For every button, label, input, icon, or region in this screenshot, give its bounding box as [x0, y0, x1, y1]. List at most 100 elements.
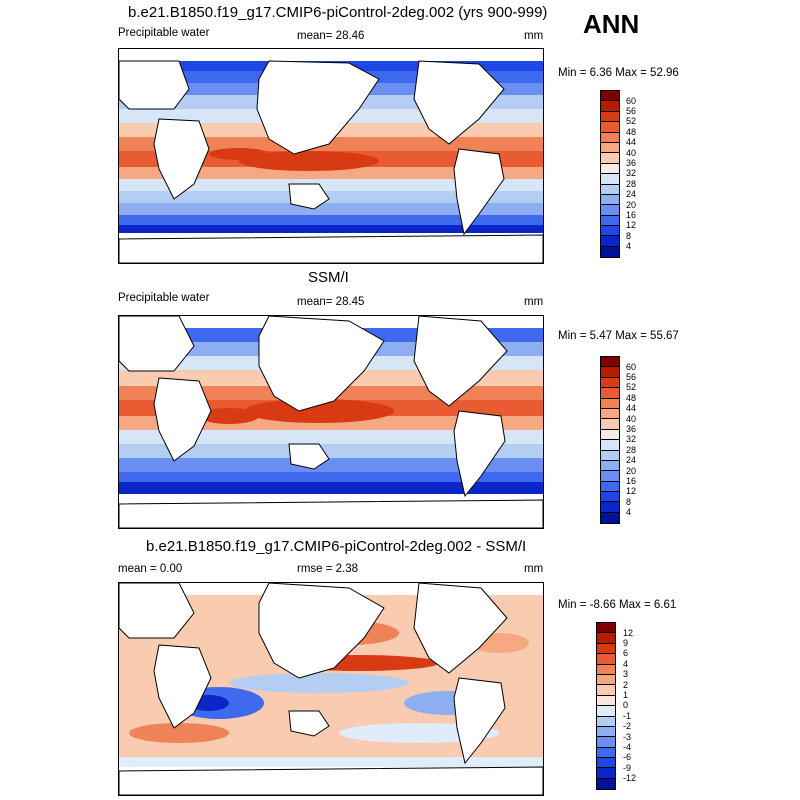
panel2-variable-label: Precipitable water: [118, 292, 210, 304]
panel3-colorbar-box: [597, 623, 615, 634]
panel3-colorbar-tick: 6: [623, 648, 629, 659]
panel3-colorbar-tick: 9: [623, 638, 629, 648]
panel2-colorbar-box: [601, 367, 619, 378]
panel3-colorbar-tick: -2: [623, 721, 632, 732]
panel1-colorbar-tick: 36: [626, 158, 637, 168]
panel1-colorbar-tick: 16: [626, 210, 637, 220]
panel1-colorbar-tick: 28: [626, 178, 637, 189]
panel1-mean-label: mean= 28.46: [297, 30, 365, 42]
panel1-colorbar-tick: 60: [626, 95, 637, 106]
panel2-title: SSM/I: [308, 269, 349, 286]
panel2-colorbar-tick: 20: [626, 465, 637, 476]
panel1-colorbar-box: [601, 153, 619, 164]
panel3-colorbar-box: [597, 726, 615, 738]
panel2-colorbar-box: [601, 377, 619, 389]
panel2-colorbar-tick: 44: [626, 403, 637, 414]
panel2-colorbar-tick: 16: [626, 476, 637, 486]
panel1-colorbar-box: [601, 205, 619, 216]
panel3-colorbar-tick: 2: [623, 679, 629, 690]
panel1-colorbar-box: [601, 226, 619, 237]
panel2-colorbar-box: [601, 471, 619, 482]
panel2-colorbar-box: [601, 357, 619, 368]
panel1-colorbar-box: [601, 132, 619, 143]
panel3-colorbar-tick: -9: [623, 762, 632, 773]
panel2-colorbar-box: [601, 429, 619, 441]
panel3-colorbar-tick: -3: [623, 731, 632, 742]
panel2-colorbar-tick: 28: [626, 444, 637, 455]
panel3-title: b.e21.B1850.f19_g17.CMIP6-piControl-2deg…: [146, 538, 527, 555]
panel3-rmse-label: rmse = 2.38: [297, 563, 359, 575]
panel2-units-label: mm: [524, 296, 544, 308]
panel3-colorbar-box: [597, 654, 615, 665]
panel1-colorbar-tick: 48: [626, 126, 637, 137]
panel1-minmax-label: Min = 6.36 Max = 52.96: [558, 67, 679, 79]
panel1-colorbar-box: [601, 163, 619, 175]
panel3-colorbar-box: [597, 643, 615, 655]
panel3-units-label: mm: [524, 563, 544, 575]
panel3-colorbar-tick: -6: [623, 752, 632, 763]
panel1-title: b.e21.B1850.f19_g17.CMIP6-piControl-2deg…: [128, 4, 548, 21]
panel1-colorbar-tick: 4: [626, 241, 632, 252]
panel3-minmax-label: Min = -8.66 Max = 6.61: [558, 599, 677, 611]
panel2-colorbar-tick: 24: [626, 455, 637, 466]
panel2-colorbar-box: [601, 502, 619, 513]
panel2-colorbar-tick: 56: [626, 372, 637, 382]
panel1-colorbar-tick: 56: [626, 106, 637, 116]
panel1-colorbar-tick: 52: [626, 116, 637, 127]
panel3-colorbar-box: [597, 706, 615, 717]
panel1-colorbar-box: [601, 184, 619, 195]
panel3-colorbar-box: [597, 633, 615, 644]
panel3-colorbar: [596, 622, 616, 791]
panel2-colorbar-tick: 4: [626, 507, 632, 518]
panel1-map-field: [119, 49, 543, 263]
panel2-colorbar-tick: 60: [626, 361, 637, 372]
season-label: ANN: [583, 9, 640, 39]
panel1-colorbar: [600, 90, 620, 259]
panel3-colorbar-tick: -4: [623, 742, 632, 752]
panel1-colorbar-box: [601, 194, 619, 206]
panel2-colorbar-tick: 32: [626, 434, 637, 445]
panel1-colorbar-box: [601, 246, 619, 258]
panel3-map: [118, 582, 544, 796]
panel2-mean-label: mean= 28.45: [297, 296, 365, 308]
panel1-colorbar-tick: 12: [626, 220, 637, 231]
panel1-colorbar-box: [601, 215, 619, 227]
panel3-colorbar-tick: 12: [623, 627, 634, 638]
panel2-minmax-label: Min = 5.47 Max = 55.67: [558, 330, 679, 342]
panel1-colorbar-box: [601, 101, 619, 112]
panel3-colorbar-box: [597, 768, 615, 779]
panel3-colorbar-tick: -12: [623, 773, 637, 784]
panel1-colorbar-box: [601, 174, 619, 185]
panel2-colorbar-tick: 36: [626, 424, 637, 434]
panel2-colorbar-box: [601, 440, 619, 451]
panel2-map-field: [119, 316, 543, 528]
panel2-colorbar-tick: 52: [626, 382, 637, 393]
panel3-colorbar-box: [597, 695, 615, 707]
panel3-colorbar-box: [597, 747, 615, 759]
panel2-colorbar-box: [601, 388, 619, 399]
panel1-colorbar-box: [601, 142, 619, 154]
panel3-colorbar-box: [597, 664, 615, 675]
panel2-colorbar-box: [601, 460, 619, 472]
panel3-colorbar-box: [597, 716, 615, 727]
panel1-colorbar-tick: 20: [626, 199, 637, 210]
panel2-map: [118, 315, 544, 529]
panel2-colorbar-tick: 48: [626, 392, 637, 403]
panel2-colorbar-box: [601, 481, 619, 493]
panel3-colorbar-tick: 0: [623, 700, 629, 711]
panel1-colorbar-tick: 32: [626, 168, 637, 179]
panel3-colorbar-tick: -1: [623, 710, 632, 721]
panel1-colorbar-tick: 40: [626, 147, 637, 158]
panel3-colorbar-box: [597, 737, 615, 748]
panel1-colorbar-box: [601, 122, 619, 133]
panel1-map: [118, 48, 544, 264]
panel1-colorbar-tick: 24: [626, 189, 637, 200]
panel2-colorbar-box: [601, 408, 619, 420]
panel2-colorbar-tick: 8: [626, 496, 632, 507]
panel1-colorbar-box: [601, 91, 619, 102]
panel3-colorbar-box: [597, 685, 615, 696]
panel3-colorbar-box: [597, 778, 615, 790]
panel3-colorbar-tick: 1: [623, 690, 629, 700]
panel3-colorbar-box: [597, 674, 615, 686]
panel1-colorbar-box: [601, 111, 619, 123]
